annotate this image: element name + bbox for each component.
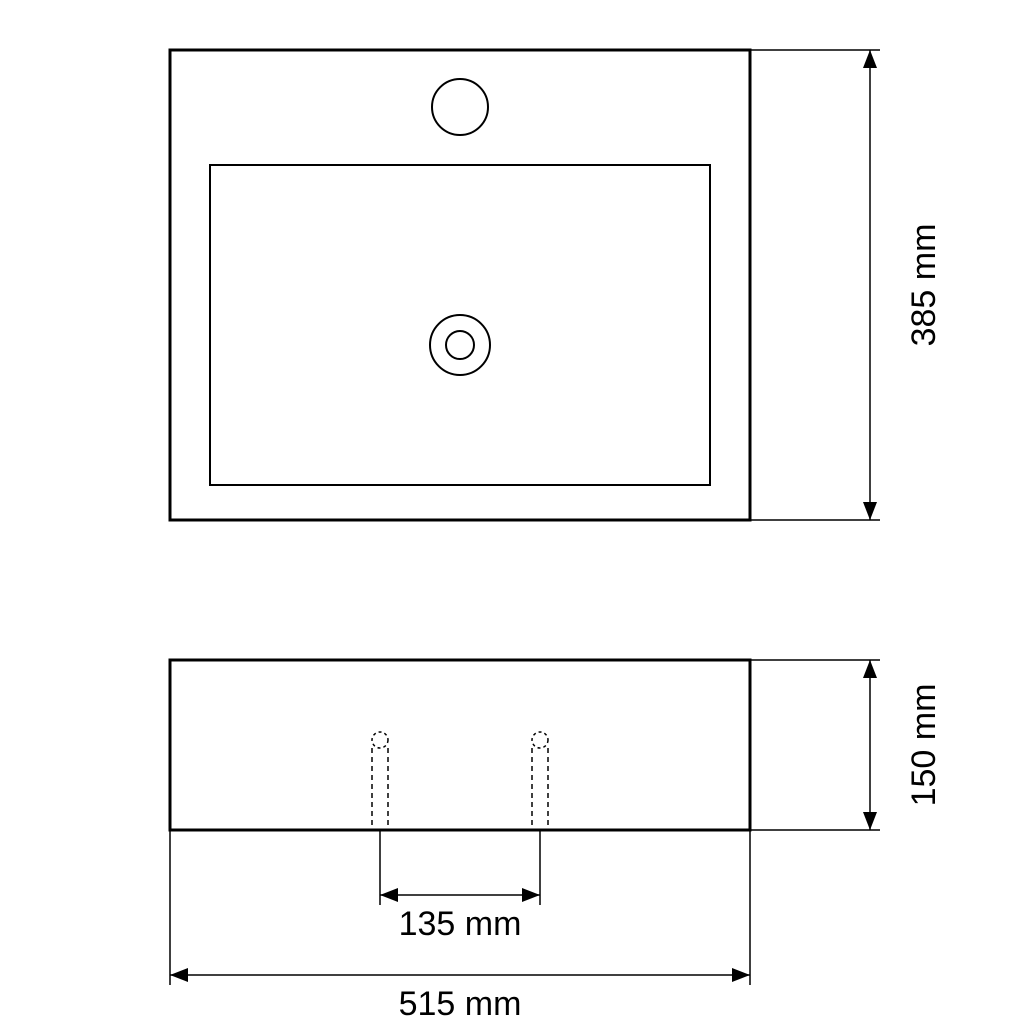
arrowhead: [522, 888, 540, 902]
dim-label-width: 515 mm: [399, 985, 522, 1023]
drain-outer: [430, 315, 490, 375]
drain-inner: [446, 331, 474, 359]
top-view-outer: [170, 50, 750, 520]
dim-label-height: 150 mm: [905, 684, 943, 807]
mounting-hole-0: [372, 732, 388, 748]
arrowhead: [732, 968, 750, 982]
top-view-inner-basin: [210, 165, 710, 485]
technical-drawing: 385 mm 150 mm 135 mm 515 mm: [0, 0, 1024, 1024]
arrowhead: [863, 660, 877, 678]
side-view-outer: [170, 660, 750, 830]
arrowhead: [863, 502, 877, 520]
arrowhead: [863, 812, 877, 830]
arrowhead: [863, 50, 877, 68]
arrowhead: [170, 968, 188, 982]
dim-label-hole-spacing: 135 mm: [399, 905, 522, 943]
dim-label-depth: 385 mm: [905, 224, 943, 347]
tap-hole: [432, 79, 488, 135]
arrowhead: [380, 888, 398, 902]
mounting-hole-1: [532, 732, 548, 748]
